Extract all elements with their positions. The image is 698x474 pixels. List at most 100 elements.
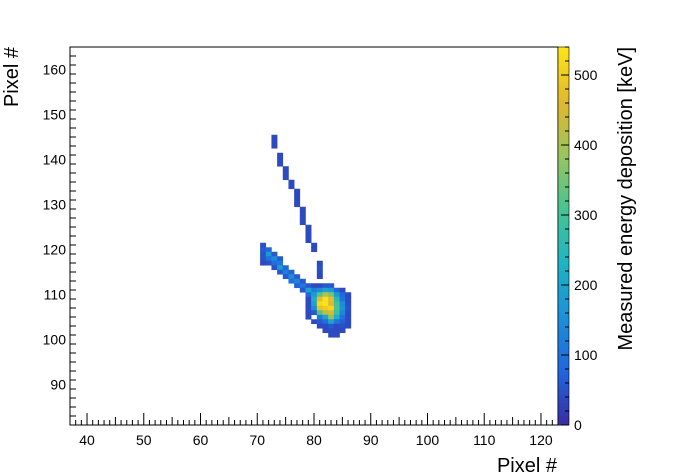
colorbar-segment — [558, 223, 569, 227]
heatmap-cell — [294, 278, 301, 284]
heatmap-cell — [294, 197, 301, 203]
colorbar-segment — [558, 125, 569, 130]
colorbar-segment — [558, 210, 569, 215]
colorbar-segment — [558, 128, 569, 133]
colorbar-segment — [558, 122, 569, 127]
heatmap-cell — [333, 314, 340, 320]
colorbar-segment — [558, 236, 569, 240]
colorbar-segment — [558, 213, 569, 218]
colorbar-tick-label: 200 — [574, 277, 598, 293]
heatmap-cell — [328, 332, 335, 338]
colorbar-segment — [558, 150, 569, 155]
colorbar-segment — [558, 390, 569, 394]
colorbar-segment — [558, 78, 569, 83]
heatmap-cell — [328, 328, 335, 334]
heatmap-cell — [328, 301, 335, 307]
heatmap-cell — [288, 274, 295, 280]
heatmap-cell — [333, 332, 340, 338]
heatmap-cell — [282, 175, 289, 181]
heatmap-cell — [316, 301, 323, 307]
colorbar-segment — [558, 138, 569, 142]
heatmap-cell — [305, 283, 312, 289]
colorbar-segment — [558, 311, 569, 316]
heatmap-cell — [311, 296, 318, 302]
heatmap-cell — [277, 265, 284, 271]
colorbar-segment — [558, 81, 569, 86]
colorbar-segment — [558, 399, 569, 404]
colorbar-tick-label: 400 — [574, 137, 598, 153]
y-tick-label: 140 — [43, 152, 67, 168]
heatmap-cell — [305, 224, 312, 230]
heatmap-cell — [299, 211, 306, 217]
heatmap-cell — [339, 314, 346, 320]
heatmap-cell — [265, 251, 272, 257]
heatmap-cell — [271, 143, 278, 149]
colorbar-segment — [558, 113, 569, 117]
heatmap-cell — [339, 292, 346, 298]
colorbar-tick-label: 500 — [574, 67, 598, 83]
colorbar-segment — [558, 154, 569, 158]
heatmap-cell — [260, 256, 267, 262]
colorbar-title: Measured energy deposition [keV] — [615, 47, 637, 351]
colorbar-segment — [558, 387, 569, 391]
colorbar-segment — [558, 286, 569, 290]
heatmap-cell — [316, 323, 323, 329]
heatmap-cell — [311, 292, 318, 298]
heatmap-cell — [294, 188, 301, 194]
heatmap-cell — [265, 247, 272, 253]
colorbar-segment — [558, 415, 569, 420]
colorbar-segment — [558, 110, 569, 114]
colorbar-segment — [558, 276, 569, 281]
colorbar-segment — [558, 106, 569, 111]
colorbar-segment — [558, 362, 569, 366]
colorbar-segment — [558, 292, 569, 297]
colorbar-segment — [558, 352, 569, 357]
y-tick-label: 120 — [43, 242, 67, 258]
heatmap-cell — [294, 202, 301, 208]
colorbar-segment — [558, 87, 569, 92]
heatmap-cell — [316, 287, 323, 293]
heatmap-cell — [345, 310, 352, 316]
colorbar-segment — [558, 116, 569, 120]
colorbar-segment — [558, 299, 569, 303]
heatmap-cell — [271, 256, 278, 262]
heatmap-cell — [294, 274, 301, 280]
heatmap-cell — [299, 215, 306, 221]
colorbar-segment — [558, 232, 569, 237]
y-tick-label: 150 — [43, 107, 67, 123]
colorbar-segment — [558, 258, 569, 262]
colorbar-segment — [558, 368, 569, 372]
colorbar-segment — [558, 412, 569, 416]
colorbar-segment — [558, 396, 569, 401]
heatmap-cell — [282, 265, 289, 271]
heatmap-cell — [322, 310, 329, 316]
colorbar-segment — [558, 273, 569, 278]
colorbar-segment — [558, 166, 569, 171]
heatmap-cell — [339, 319, 346, 325]
x-axis-ticks: 40 50 60 70 80 90 100 110 120 — [69, 413, 559, 448]
colorbar-segment — [558, 317, 569, 322]
x-axis-title: Pixel # — [497, 455, 558, 474]
heatmap-cell — [282, 166, 289, 172]
heatmap-cell — [271, 251, 278, 257]
colorbar-segment — [558, 305, 569, 309]
colorbar-segment — [558, 421, 569, 426]
x-tick-label: 60 — [193, 432, 209, 448]
heatmap-cell — [282, 269, 289, 275]
colorbar-segment — [558, 248, 569, 253]
heatmap-cell — [305, 296, 312, 302]
heatmap-cell — [294, 283, 301, 289]
heatmap-cell — [333, 287, 340, 293]
heatmap-cell — [339, 296, 346, 302]
colorbar-segment — [558, 264, 569, 268]
colorbar-segment — [558, 173, 569, 177]
heatmap-cell — [311, 287, 318, 293]
colorbar-segment — [558, 160, 569, 164]
colorbar-segment — [558, 409, 569, 413]
colorbar-segment — [558, 349, 569, 353]
colorbar-segment — [558, 100, 569, 105]
heatmap-cell — [305, 233, 312, 239]
heatmap-cell — [345, 314, 352, 320]
heatmap-cell — [294, 193, 301, 199]
